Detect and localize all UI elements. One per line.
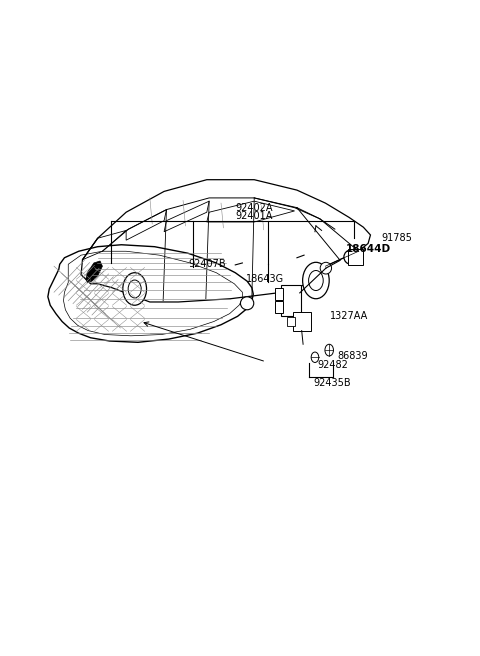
FancyBboxPatch shape: [287, 317, 295, 326]
FancyBboxPatch shape: [281, 285, 301, 316]
Polygon shape: [86, 261, 102, 283]
Text: 92482: 92482: [317, 360, 348, 370]
Text: 92435B: 92435B: [314, 379, 351, 388]
FancyBboxPatch shape: [293, 312, 311, 331]
Circle shape: [311, 352, 319, 363]
Ellipse shape: [344, 250, 358, 264]
FancyBboxPatch shape: [275, 289, 283, 300]
Ellipse shape: [320, 262, 332, 274]
Ellipse shape: [240, 297, 254, 310]
Circle shape: [302, 262, 329, 298]
Circle shape: [325, 344, 334, 356]
Text: 91785: 91785: [381, 234, 412, 243]
FancyBboxPatch shape: [275, 301, 283, 313]
Text: 92402A: 92402A: [236, 203, 273, 213]
Circle shape: [123, 273, 146, 305]
Text: 18644D: 18644D: [346, 243, 391, 254]
Text: 92401A: 92401A: [236, 211, 273, 221]
Text: 1327AA: 1327AA: [330, 311, 368, 321]
FancyBboxPatch shape: [348, 249, 363, 265]
Text: 86839: 86839: [337, 351, 368, 361]
Text: 92407B: 92407B: [188, 259, 226, 269]
Text: 18643G: 18643G: [246, 274, 284, 284]
